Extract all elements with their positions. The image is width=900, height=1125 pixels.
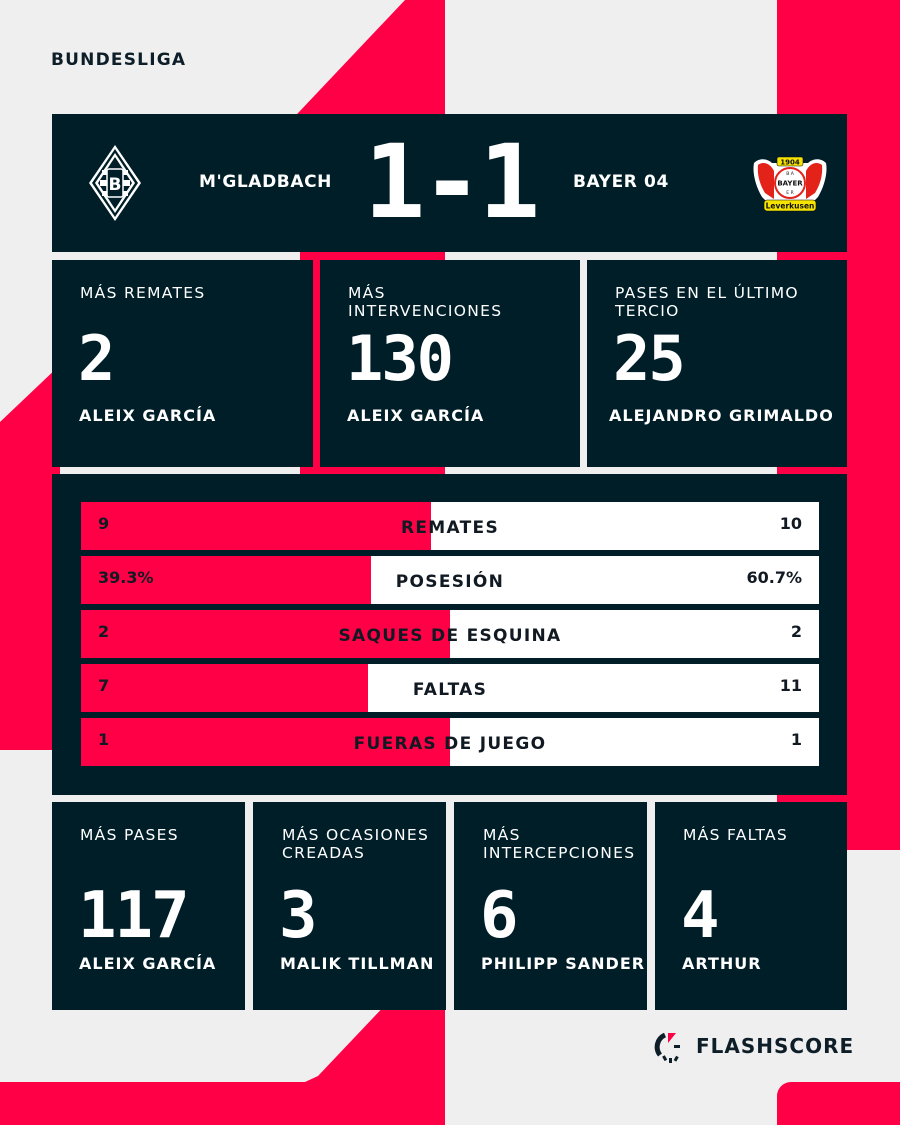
match-score: 1-1 — [363, 123, 540, 242]
leader-player: PHILIPP SANDER — [481, 954, 646, 973]
leader-card-final-third-passes: PASES EN EL ÚLTIMO TERCIO 25 ALEJANDRO G… — [587, 260, 847, 467]
away-stat-value: 1 — [790, 729, 802, 749]
away-team-name: BAYER 04 — [573, 172, 669, 192]
stat-name: FUERAS DE JUEGO — [353, 734, 547, 754]
away-stat-value: 2 — [790, 621, 802, 641]
flashscore-logo-icon — [654, 1032, 680, 1063]
stat-row-shots: 9 REMATES 10 — [81, 502, 819, 550]
leader-label: MÁS FALTAS — [683, 826, 789, 844]
match-header — [52, 114, 847, 252]
leader-value: 2 — [78, 322, 115, 395]
home-team-name: M'GLADBACH — [199, 172, 332, 192]
svg-text:BAYER: BAYER — [777, 180, 803, 188]
stat-row-corners: 2 SAQUES DE ESQUINA 2 — [81, 610, 819, 658]
leader-label: PASES EN EL ÚLTIMO TERCIO — [615, 284, 799, 320]
home-stat-value: 39.3% — [98, 567, 154, 587]
home-stat-value: 1 — [98, 729, 110, 749]
leader-label: MÁS INTERVENCIONES — [348, 284, 503, 320]
svg-text:B: B — [109, 175, 122, 195]
leader-value: 3 — [279, 879, 318, 953]
leader-card-passes: MÁS PASES 117 ALEIX GARCÍA — [52, 802, 245, 1010]
leader-label: MÁS INTERCEPCIONES — [483, 826, 636, 862]
home-stat-value: 7 — [98, 675, 110, 695]
svg-text:1904: 1904 — [780, 159, 800, 167]
leader-card-touches: MÁS INTERVENCIONES 130 ALEIX GARCÍA — [320, 260, 580, 467]
leader-label: MÁS PASES — [80, 826, 179, 844]
league-title: BUNDESLIGA — [51, 50, 187, 70]
leader-value: 130 — [346, 322, 454, 395]
leader-player: ALEJANDRO GRIMALDO — [609, 406, 834, 425]
brand-name: FLASHSCORE — [696, 1034, 855, 1058]
leader-player: ALEIX GARCÍA — [79, 954, 217, 973]
home-share-fill — [81, 502, 431, 550]
home-share-fill — [81, 664, 369, 712]
decorative-left-wedge — [0, 365, 60, 750]
leader-card-chances-created: MÁS OCASIONES CREADAS 3 MALIK TILLMAN — [253, 802, 446, 1010]
home-share-fill — [81, 718, 450, 766]
stat-name: POSESIÓN — [395, 572, 505, 592]
stat-row-possession: 39.3% POSESIÓN 60.7% — [81, 556, 819, 604]
svg-text:Leverkusen: Leverkusen — [766, 202, 815, 211]
leader-player: ALEIX GARCÍA — [79, 406, 217, 425]
flashscore-logo: FLASHSCORE — [654, 1029, 854, 1063]
stat-row-fouls: 7 FALTAS 11 — [81, 664, 819, 712]
leader-label: MÁS OCASIONES CREADAS — [282, 826, 430, 862]
decorative-bottom-left — [0, 1000, 445, 1125]
leader-card-interceptions: MÁS INTERCEPCIONES 6 PHILIPP SANDER — [454, 802, 647, 1010]
away-stat-value: 11 — [779, 675, 802, 695]
leader-card-shots: MÁS REMATES 2 ALEIX GARCÍA — [52, 260, 313, 467]
away-stat-value: 10 — [779, 513, 802, 533]
home-share-fill — [81, 556, 372, 604]
stat-name: FALTAS — [412, 680, 488, 700]
stats-comparison-panel: 9 REMATES 10 39.3% POSESIÓN 60.7% 2 SAQU… — [52, 474, 847, 795]
leader-player: ARTHUR — [682, 954, 762, 973]
svg-text:B A: B A — [786, 171, 795, 177]
home-stat-value: 9 — [98, 513, 110, 533]
leader-label: MÁS REMATES — [80, 284, 206, 302]
home-share-fill — [81, 610, 450, 658]
leader-value: 117 — [78, 879, 190, 953]
leader-value: 4 — [681, 879, 720, 953]
borussia-monchengladbach-crest-icon: B — [89, 145, 141, 221]
leader-value: 25 — [613, 322, 686, 395]
leader-player: ALEIX GARCÍA — [347, 406, 485, 425]
away-stat-value: 60.7% — [746, 567, 802, 587]
leader-card-fouls: MÁS FALTAS 4 ARTHUR — [655, 802, 847, 1010]
bayer-leverkusen-crest-icon: 1904 BAYER B A E R Leverkusen — [753, 156, 827, 212]
leader-value: 6 — [480, 879, 519, 953]
stat-name: SAQUES DE ESQUINA — [338, 626, 562, 646]
svg-text:E R: E R — [786, 190, 793, 196]
decorative-bottom-right — [777, 1082, 900, 1125]
leader-player: MALIK TILLMAN — [280, 954, 435, 973]
stat-row-offsides: 1 FUERAS DE JUEGO 1 — [81, 718, 819, 766]
home-stat-value: 2 — [98, 621, 110, 641]
stat-name: REMATES — [400, 518, 499, 538]
